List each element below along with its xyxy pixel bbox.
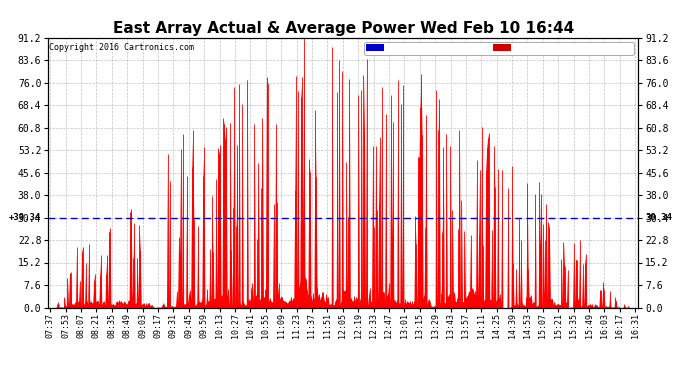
Legend: Average  (DC Watts), East Array  (DC Watts): Average (DC Watts), East Array (DC Watts… [364, 42, 633, 55]
Title: East Array Actual & Average Power Wed Feb 10 16:44: East Array Actual & Average Power Wed Fe… [112, 21, 574, 36]
Text: Copyright 2016 Cartronics.com: Copyright 2016 Cartronics.com [50, 43, 195, 52]
Text: +30.34: +30.34 [9, 213, 41, 222]
Text: 30.34: 30.34 [645, 213, 672, 222]
